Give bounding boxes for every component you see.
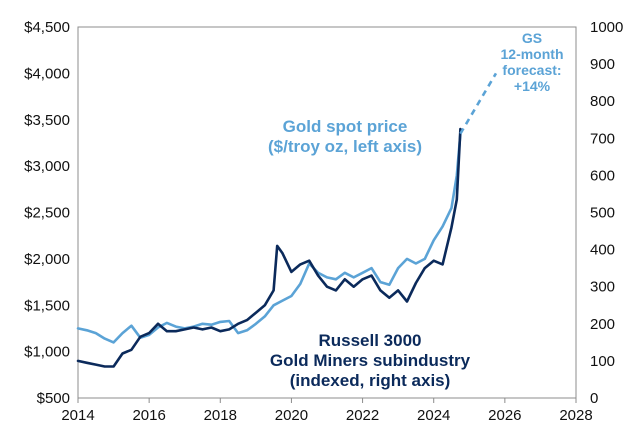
right-tick-label: 600 bbox=[590, 167, 615, 184]
left-tick-label: $1,500 bbox=[24, 297, 70, 314]
x-tick-label: 2024 bbox=[417, 407, 450, 424]
left-axis-ticks: $500 $1,000 $1,500 $2,000 $2,500 $3,000 $3,500… bbox=[24, 19, 70, 407]
x-tick-label: 2014 bbox=[61, 407, 94, 424]
series-layer bbox=[76, 72, 498, 368]
x-axis-ticks: 2014 2016 2018 2020 2022 2024 2026 2028 bbox=[61, 398, 593, 424]
forecast-dashed-line bbox=[459, 72, 498, 135]
left-tick-label: $3,000 bbox=[24, 158, 70, 175]
gold-miners-line bbox=[76, 127, 462, 368]
right-tick-label: 1000 bbox=[590, 19, 623, 36]
left-tick-label: $4,500 bbox=[24, 19, 70, 36]
right-tick-label: 700 bbox=[590, 130, 615, 147]
left-tick-label: $4,000 bbox=[24, 65, 70, 82]
miners-series-sublabel: Gold Miners subindustry bbox=[270, 351, 471, 370]
x-tick-label: 2028 bbox=[559, 407, 592, 424]
forecast-label-line3: forecast: bbox=[502, 62, 561, 78]
left-tick-label: $2,000 bbox=[24, 251, 70, 268]
forecast-label-line4: +14% bbox=[514, 78, 551, 94]
x-tick-label: 2020 bbox=[275, 407, 308, 424]
miners-series-label: Russell 3000 bbox=[318, 331, 421, 350]
right-tick-label: 0 bbox=[590, 390, 598, 407]
right-tick-label: 200 bbox=[590, 316, 615, 333]
gold-series-sublabel: ($/troy oz, left axis) bbox=[268, 137, 422, 156]
right-tick-label: 300 bbox=[590, 279, 615, 296]
forecast-label-line2: 12-month bbox=[501, 46, 564, 62]
left-tick-label: $1,000 bbox=[24, 344, 70, 361]
left-tick-label: $2,500 bbox=[24, 205, 70, 222]
x-tick-label: 2022 bbox=[346, 407, 379, 424]
right-tick-label: 500 bbox=[590, 205, 615, 222]
gold-price-line bbox=[76, 132, 462, 344]
miners-series-note: (indexed, right axis) bbox=[290, 371, 451, 390]
x-tick-label: 2026 bbox=[488, 407, 521, 424]
right-tick-label: 400 bbox=[590, 242, 615, 259]
forecast-label-line1: GS bbox=[522, 30, 542, 46]
right-tick-label: 100 bbox=[590, 353, 615, 370]
left-tick-label: $500 bbox=[37, 390, 70, 407]
x-tick-label: 2018 bbox=[204, 407, 237, 424]
plot-frame bbox=[77, 26, 577, 399]
right-tick-label: 800 bbox=[590, 93, 615, 110]
right-axis-ticks: 0 100 200 300 400 500 600 700 800 900 1000 bbox=[590, 19, 623, 407]
left-tick-label: $3,500 bbox=[24, 112, 70, 129]
right-tick-label: 900 bbox=[590, 56, 615, 73]
x-tick-label: 2016 bbox=[132, 407, 165, 424]
gold-series-label: Gold spot price bbox=[283, 117, 408, 136]
